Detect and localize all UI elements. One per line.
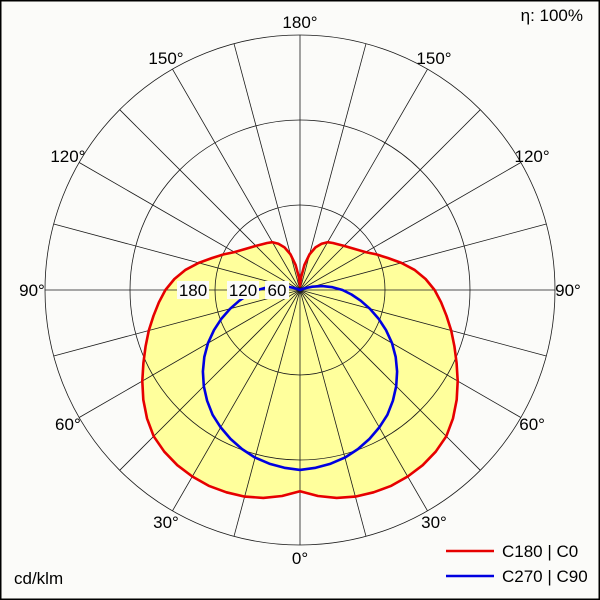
gamma-label-30-right: 30° <box>421 513 447 532</box>
gamma-label-90-right: 90° <box>555 281 581 300</box>
labels-layer: 180 120 60 0° 30° 30° 60° 60° 90° 90° 120° 120° 150°… <box>19 13 581 568</box>
grid-spoke <box>299 289 547 357</box>
grid-spoke <box>299 289 367 537</box>
grid-spoke <box>299 162 522 291</box>
radial-label-mask <box>177 281 209 299</box>
gamma-label-150-right: 150° <box>416 49 451 68</box>
grid-spoke <box>299 289 522 418</box>
grid-spoke <box>233 43 301 291</box>
grid-spoke <box>172 68 301 291</box>
units-label: cd/klm <box>14 569 63 588</box>
radial-scale-label: 180 <box>179 281 207 300</box>
legend-label-c90: C270 | C90 <box>502 567 588 586</box>
grid-spoke <box>53 223 301 291</box>
grid-spoke <box>299 109 481 291</box>
grid-spoke <box>299 43 367 291</box>
gamma-label-60-left: 60° <box>55 415 81 434</box>
curve-c180-c0 <box>141 240 459 500</box>
gamma-label-90-left: 90° <box>19 281 45 300</box>
grid-spoke <box>299 289 481 471</box>
grid-spoke <box>119 289 301 471</box>
gamma-label-120-right: 120° <box>515 147 550 166</box>
curves-layer <box>141 240 459 500</box>
grid-spoke <box>299 289 428 512</box>
grid-spoke <box>299 68 428 291</box>
gamma-label-30-left: 30° <box>153 513 179 532</box>
polar-grid <box>44 34 556 546</box>
grid-spoke <box>233 289 301 537</box>
gamma-label-120-left: 120° <box>50 147 85 166</box>
radial-scale-label: 60 <box>268 281 287 300</box>
legend-label-c0: C180 | C0 <box>502 542 578 561</box>
gamma-label-60-right: 60° <box>519 415 545 434</box>
grid-spoke <box>78 162 301 291</box>
legend: C180 | C0 C270 | C90 <box>446 542 588 586</box>
grid-spoke <box>172 289 301 512</box>
gamma-label-0: 0° <box>292 549 308 568</box>
grid-spoke <box>299 223 547 291</box>
grid-spoke <box>53 289 301 357</box>
radial-label-mask <box>227 281 259 299</box>
grid-spoke <box>119 109 301 291</box>
polar-grid-layer <box>44 34 556 546</box>
radial-label-mask <box>265 281 289 299</box>
radial-scale-label: 120 <box>229 281 257 300</box>
efficiency-label: η: 100% <box>521 6 583 25</box>
grid-spoke <box>78 289 301 418</box>
gamma-label-150-left: 150° <box>148 49 183 68</box>
gamma-label-180: 180° <box>282 13 317 32</box>
curve-c270-c90 <box>201 284 399 472</box>
